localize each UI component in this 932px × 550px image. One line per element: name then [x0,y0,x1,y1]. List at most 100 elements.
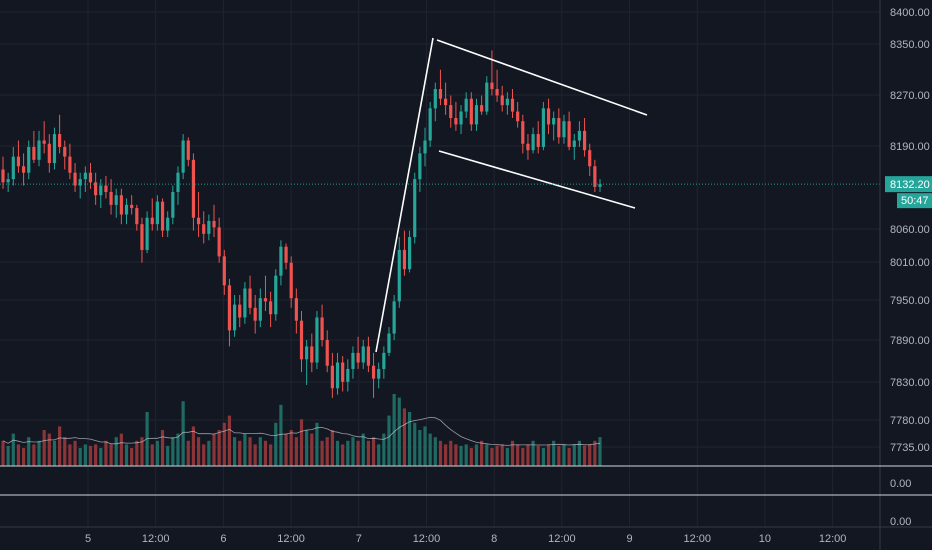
candle [366,336,371,373]
candle [176,166,180,205]
volume-bar [196,437,201,466]
volume-bar [104,440,108,466]
volume-bar [546,444,551,466]
price-axis-background[interactable] [880,0,932,550]
volume-bar [284,433,288,466]
candle-body [315,317,319,363]
volume-bar [438,440,443,466]
candle [572,134,576,160]
volume-bar [269,444,273,466]
candle [305,340,309,386]
candle-body [114,195,118,205]
candle-body [438,89,443,99]
volume-bar [274,422,278,466]
candle [588,143,592,176]
candle-body [402,249,407,270]
volume-bar [232,437,237,466]
candle [94,172,98,205]
candle [42,121,46,154]
candle-body [598,184,602,187]
last-price-box [885,176,932,193]
candle [299,311,304,373]
flag-lower-trendline[interactable] [438,150,636,209]
candle [567,111,571,151]
candle-body [371,365,376,379]
candle-body [433,89,437,109]
candle-body [196,217,201,225]
candle-body [232,304,237,331]
volume-bar [176,433,180,466]
volume-bar [58,426,62,466]
candle-body [500,95,504,106]
candle [335,352,340,395]
candle-body [186,140,190,160]
candle [263,275,268,312]
candlesticks [1,50,602,398]
candle [274,269,278,321]
candle-body [320,317,324,340]
volume-bar [377,444,381,466]
volume-bar [238,440,242,466]
time-axis-ticks[interactable]: 5 12:00 6 12:00 7 12:00 8 12:00 9 12:00 10 12:00 [85,533,846,545]
candle-body [325,340,329,366]
candle [150,198,154,231]
candle-body [279,246,283,276]
volume-bar [562,444,566,466]
candle-body [119,195,123,215]
candle-body [94,182,98,196]
candle [582,118,587,157]
candle-body [526,143,530,151]
candle-body [47,143,51,164]
flagpole-line[interactable] [375,37,434,353]
volume-bar [402,408,407,466]
volume-moving-average-line [2,416,601,446]
candle [598,179,602,192]
candle-body [464,98,468,112]
volume-bar [407,412,412,466]
volume-bar [258,437,262,466]
volume-bar [202,444,206,466]
candle-body [294,298,298,321]
candle [546,98,551,135]
price-axis-ticks: 8400.00 8350.00 8270.00 8190.00 8060.00 8010.… [890,7,930,454]
candle-body [202,224,206,234]
candle [253,294,257,334]
time-tick-label: 12:00 [277,533,305,545]
volume-bar [171,437,175,466]
volume-bar [413,422,417,466]
candle-body [552,118,556,125]
volume-bar [500,444,504,466]
candle-body [88,172,93,183]
volume-bar [212,433,216,466]
candle-body [588,150,592,167]
volume-bar [191,426,196,466]
flag-pattern-lines[interactable] [375,37,648,353]
candle-body [335,362,340,389]
price-tick-label: 7890.00 [890,335,930,347]
candle [449,95,453,128]
candle [577,121,582,147]
price-tick-label: 8190.00 [890,141,930,153]
flag-upper-trendline[interactable] [436,39,648,116]
candle-body [392,301,396,334]
countdown-box [897,193,932,209]
time-tick-label: 5 [85,533,91,545]
candle-body [104,185,108,192]
candle [505,92,509,115]
candle [490,50,494,96]
candle [387,327,391,357]
volume-bar [341,444,345,466]
candle [289,256,293,308]
candle [145,211,149,254]
candle [402,230,407,276]
candle-body [562,121,566,138]
candle [346,359,350,392]
candle-body [521,121,525,144]
volume-bar [263,440,268,466]
volume-bar [243,433,247,466]
time-tick-label: 12:00 [819,533,847,545]
volume-bar [1,440,5,466]
candle [37,130,41,167]
candle-body [557,118,561,138]
